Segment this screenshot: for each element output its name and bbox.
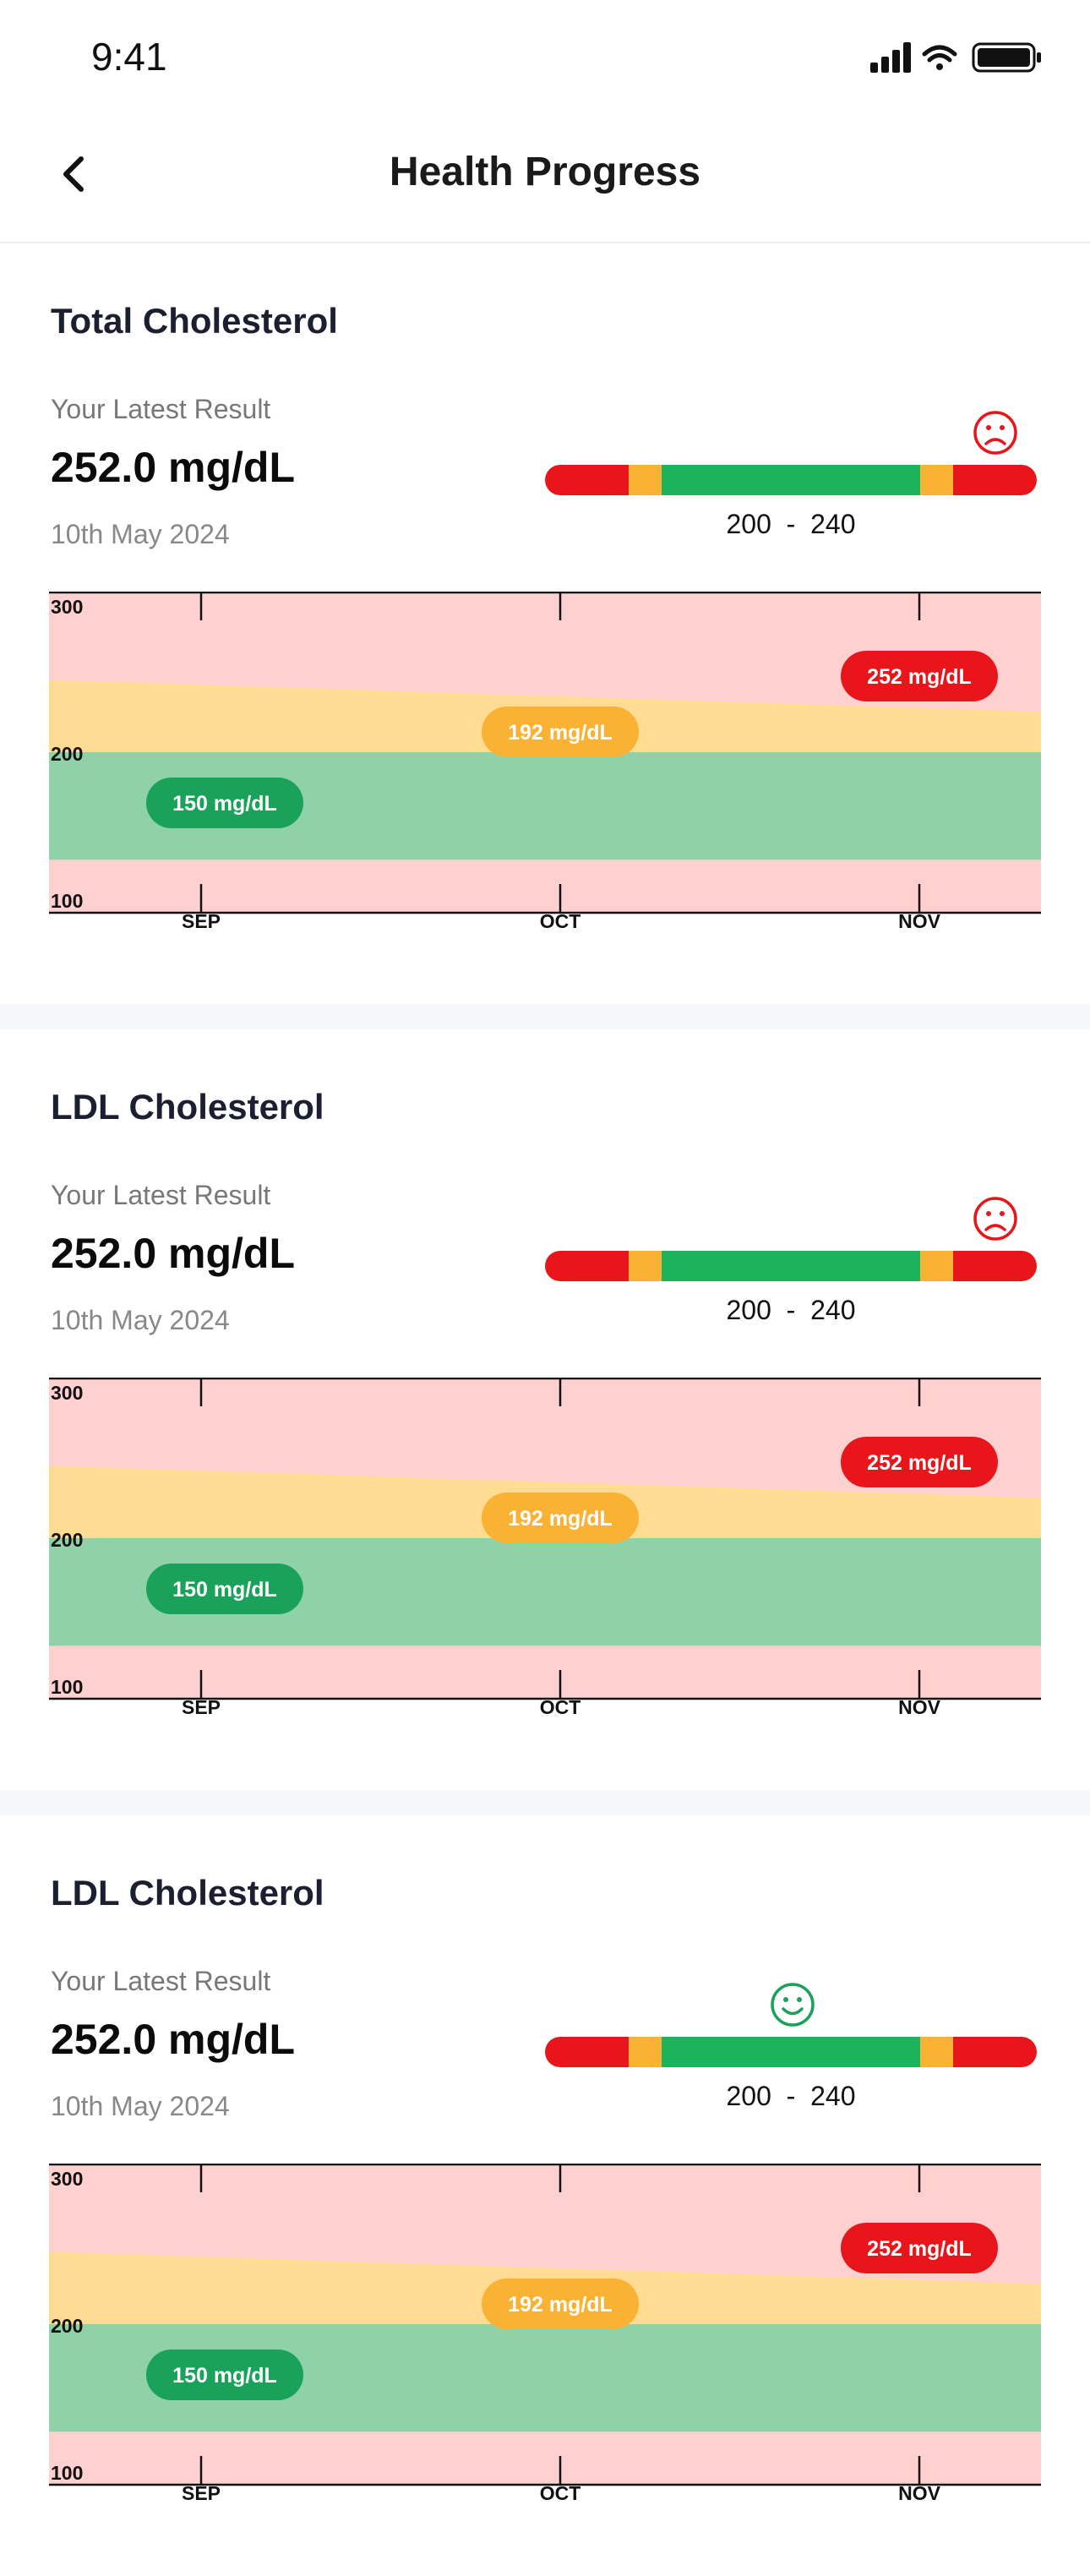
card-title: LDL Cholesterol (51, 1087, 324, 1127)
status-bar: 9:41 (0, 0, 1090, 110)
sad-face-icon (973, 1197, 1017, 1241)
x-tick-label: NOV (898, 2482, 941, 2502)
data-point-label[interactable]: 150 mg/dL (146, 778, 303, 828)
result-card: LDL Cholesterol Your Latest Result 252.0 m… (0, 1029, 1090, 1790)
data-point-label[interactable]: 150 mg/dL (146, 1564, 303, 1614)
card-title: Total Cholesterol (51, 301, 338, 341)
data-point-value: 192 mg/dL (508, 1507, 613, 1531)
latest-result-value: 252.0 mg/dL (51, 2016, 295, 2063)
sad-face-icon (973, 411, 1017, 455)
chevron-left-icon (63, 156, 84, 192)
y-tick-label: 300 (51, 596, 83, 618)
data-point-value: 150 mg/dL (172, 792, 277, 816)
y-tick-label: 200 (51, 743, 83, 765)
x-tick-label: OCT (540, 2482, 581, 2502)
range-indicator-bar (545, 1251, 1037, 1281)
result-card: Total Cholesterol Your Latest Result 252.0… (0, 243, 1090, 1004)
latest-result-label: Your Latest Result (51, 1180, 271, 1210)
data-point-value: 252 mg/dL (867, 665, 972, 689)
status-time: 9:41 (91, 35, 167, 79)
y-tick-label: 300 (51, 1382, 83, 1404)
x-tick-label: OCT (540, 910, 581, 930)
nav-bar: Health Progress (0, 110, 1090, 243)
status-icons (870, 41, 1048, 79)
signal-icon (870, 42, 911, 73)
y-tick-label: 100 (51, 890, 83, 912)
latest-result-value: 252.0 mg/dL (51, 1230, 295, 1277)
cholesterol-chart: SEP OCT NOV 300 200 100 150 mg/dL 192 mg/dL 252 … (49, 1378, 1041, 1716)
cholesterol-chart: SEP OCT NOV 300 200 100 150 mg/dL 192 mg/dL 252 … (49, 592, 1041, 930)
range-label: 200 - 240 (726, 509, 856, 539)
y-tick-label: 200 (51, 1529, 83, 1551)
card-title: LDL Cholesterol (51, 1873, 324, 1913)
cholesterol-chart: SEP OCT NOV 300 200 100 150 mg/dL 192 mg/dL 252 … (49, 2164, 1041, 2502)
latest-result-date: 10th May 2024 (51, 2091, 230, 2121)
data-point-label[interactable]: 252 mg/dL (841, 651, 998, 701)
range-indicator-bar (545, 2037, 1037, 2067)
data-point-label[interactable]: 150 mg/dL (146, 2350, 303, 2400)
x-tick-label: SEP (182, 1696, 221, 1716)
x-tick-label: SEP (182, 910, 221, 930)
back-button[interactable] (51, 149, 101, 199)
latest-result-date: 10th May 2024 (51, 1305, 230, 1335)
y-tick-label: 200 (51, 2315, 83, 2337)
data-point-label[interactable]: 252 mg/dL (841, 2223, 998, 2273)
latest-result-value: 252.0 mg/dL (51, 444, 295, 491)
latest-result-label: Your Latest Result (51, 1966, 271, 1996)
data-point-value: 192 mg/dL (508, 721, 613, 745)
data-point-label[interactable]: 192 mg/dL (482, 1493, 639, 1543)
latest-result-label: Your Latest Result (51, 394, 271, 424)
data-point-label[interactable]: 192 mg/dL (482, 2279, 639, 2329)
y-tick-label: 300 (51, 2168, 83, 2190)
data-point-value: 252 mg/dL (867, 2237, 972, 2261)
x-tick-label: SEP (182, 2482, 221, 2502)
range-indicator-bar (545, 465, 1037, 495)
section-divider (0, 1790, 1090, 1815)
data-point-label[interactable]: 252 mg/dL (841, 1437, 998, 1487)
data-point-value: 150 mg/dL (172, 1578, 277, 1602)
latest-result-date: 10th May 2024 (51, 519, 230, 549)
wifi-icon (922, 45, 957, 70)
happy-face-icon (771, 1983, 815, 2027)
battery-icon (972, 42, 1041, 73)
data-point-value: 150 mg/dL (172, 2364, 277, 2388)
y-tick-label: 100 (51, 2462, 83, 2484)
range-label: 200 - 240 (726, 2081, 856, 2111)
range-label: 200 - 240 (726, 1295, 856, 1325)
x-tick-label: OCT (540, 1696, 581, 1716)
result-card: LDL Cholesterol Your Latest Result 252.0 m… (0, 1815, 1090, 2576)
data-point-value: 252 mg/dL (867, 1451, 972, 1475)
y-tick-label: 100 (51, 1676, 83, 1698)
x-tick-label: NOV (898, 910, 941, 930)
page-title: Health Progress (389, 150, 701, 194)
x-tick-label: NOV (898, 1696, 941, 1716)
section-divider (0, 1004, 1090, 1029)
data-point-label[interactable]: 192 mg/dL (482, 707, 639, 757)
data-point-value: 192 mg/dL (508, 2293, 613, 2317)
